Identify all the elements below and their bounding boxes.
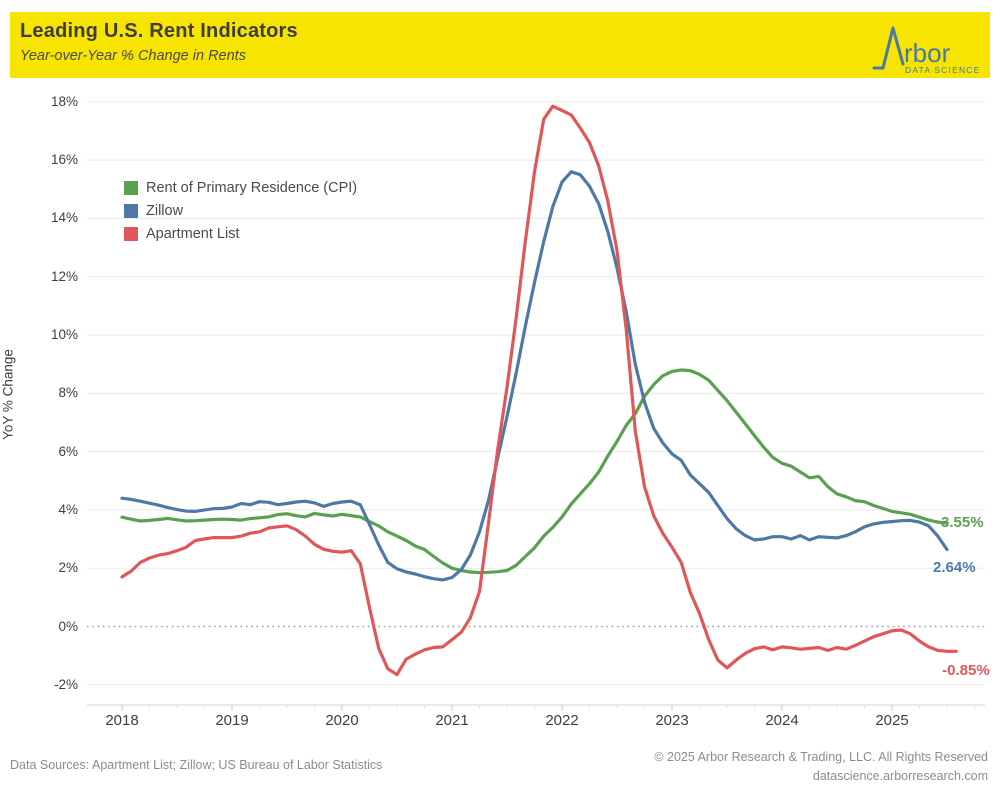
legend-item-apartment-list[interactable]: Apartment List [124,222,357,245]
legend-swatch-zillow [124,203,138,218]
legend-label-zillow: Zillow [146,202,184,219]
y-tick-label: 10% [50,327,78,342]
logo-brand-text: rbor [904,38,951,68]
series-end-label-3: -0.85% [942,662,990,680]
data-sources-note: Data Sources: Apartment List; Zillow; US… [10,758,383,772]
series-end-label-1: 3.55% [941,514,984,532]
page-subtitle: Year-over-Year % Change in Rents [20,48,246,64]
x-tick-label: 2019 [215,712,249,729]
header-banner: Leading U.S. Rent Indicators Year-over-Y… [10,12,990,78]
chart-legend: Rent of Primary Residence (CPI) Zillow A… [124,176,357,245]
legend-label-apartment-list: Apartment List [146,225,240,242]
logo-tagline-text: DATA SCIENCE [905,65,980,75]
y-axis-title: YoY % Change [0,349,16,440]
legend-label-cpi: Rent of Primary Residence (CPI) [146,179,358,196]
website-link[interactable]: datascience.arborresearch.com [812,769,988,783]
legend-swatch-cpi [124,180,138,195]
series-line-1 [120,368,949,575]
series-end-label-2: 2.64% [933,558,976,576]
x-tick-label: 2023 [655,712,689,729]
x-tick-label: 2022 [545,712,579,729]
y-tick-label: 4% [58,501,78,517]
y-tick-label: 6% [58,443,78,459]
y-tick-label: 12% [50,268,78,284]
y-tick-label: 0% [58,618,78,634]
y-tick-label: 2% [58,560,78,576]
y-tick-label: 8% [58,385,78,401]
y-tick-label: -2% [53,676,78,692]
legend-swatch-apartment-list [124,226,138,241]
legend-item-cpi[interactable]: Rent of Primary Residence (CPI) [124,176,357,199]
arbor-logo: rbor DATA SCIENCE [870,20,980,76]
y-tick-label: 14% [50,210,78,226]
x-tick-label: 2020 [325,712,359,729]
arbor-logo-graphic: rbor DATA SCIENCE [872,26,980,75]
logo-peak-icon [872,26,905,70]
x-tick-label: 2024 [765,712,799,729]
x-tick-label: 2018 [105,712,139,729]
y-tick-label: 18% [50,93,78,109]
y-tick-label: 16% [50,152,78,168]
series-line-2 [120,170,949,582]
copyright-text: © 2025 Arbor Research & Trading, LLC. Al… [654,750,988,764]
page-title: Leading U.S. Rent Indicators [20,20,298,42]
x-tick-label: 2021 [435,712,469,729]
copyright-block: © 2025 Arbor Research & Trading, LLC. Al… [654,748,988,786]
legend-item-zillow[interactable]: Zillow [124,199,357,222]
x-tick-label: 2025 [875,712,909,729]
series-line-3 [120,104,958,677]
